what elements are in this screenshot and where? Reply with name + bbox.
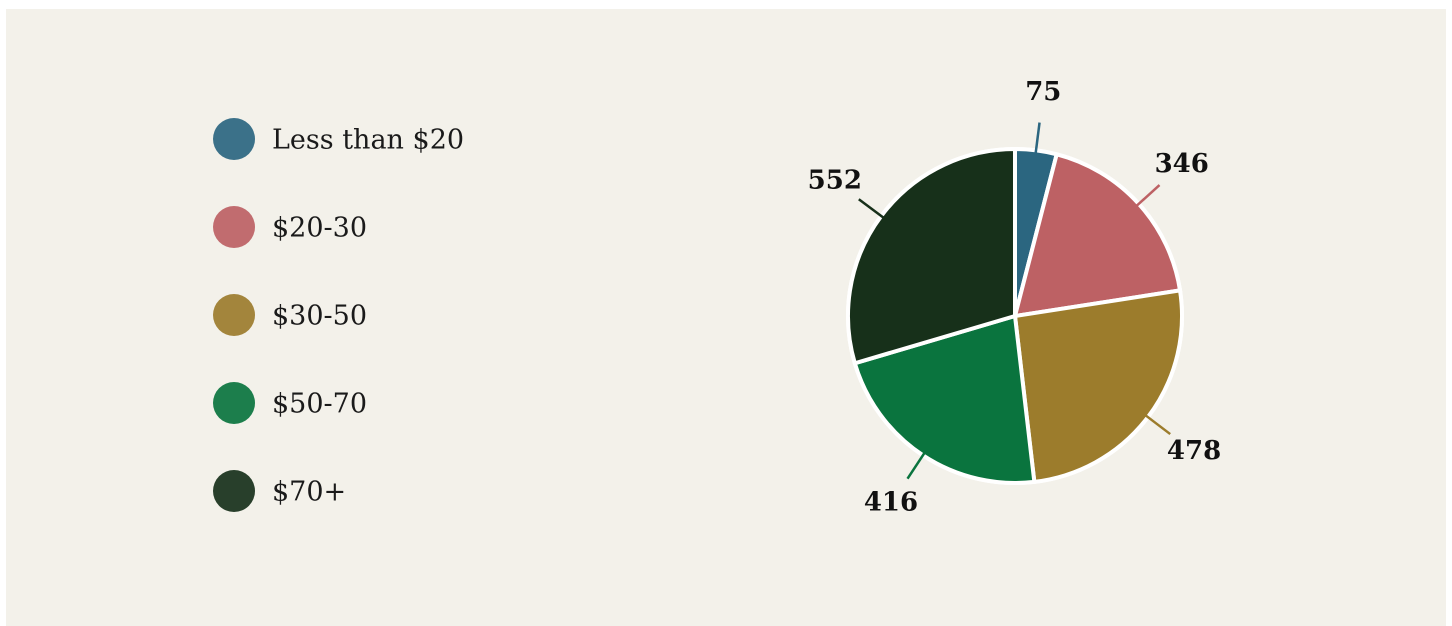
leader-line [1143,413,1171,436]
legend-swatch [213,382,255,424]
leader-line [858,198,886,220]
leader-line [1134,184,1161,208]
leader-line [1034,122,1041,155]
legend-swatch [213,118,255,160]
leader-line [906,451,927,480]
value-label: 346 [1155,149,1209,179]
legend-swatch [213,206,255,248]
legend-swatch [213,470,255,512]
legend-label: $70+ [272,477,346,508]
legend-label: $30-50 [272,301,367,332]
value-label: 75 [1025,77,1061,107]
value-label: 478 [1167,436,1221,466]
legend-label: Less than $20 [272,125,464,156]
legend-label: $20-30 [272,213,367,244]
legend: Less than $20 $20-30 $30-50 $50-70 $70+ [213,118,464,512]
value-label: 552 [808,165,862,195]
legend-label: $50-70 [272,389,367,420]
legend-swatch [213,294,255,336]
value-label: 416 [864,488,918,518]
pie: 75 346 478 416 552 [808,77,1222,518]
